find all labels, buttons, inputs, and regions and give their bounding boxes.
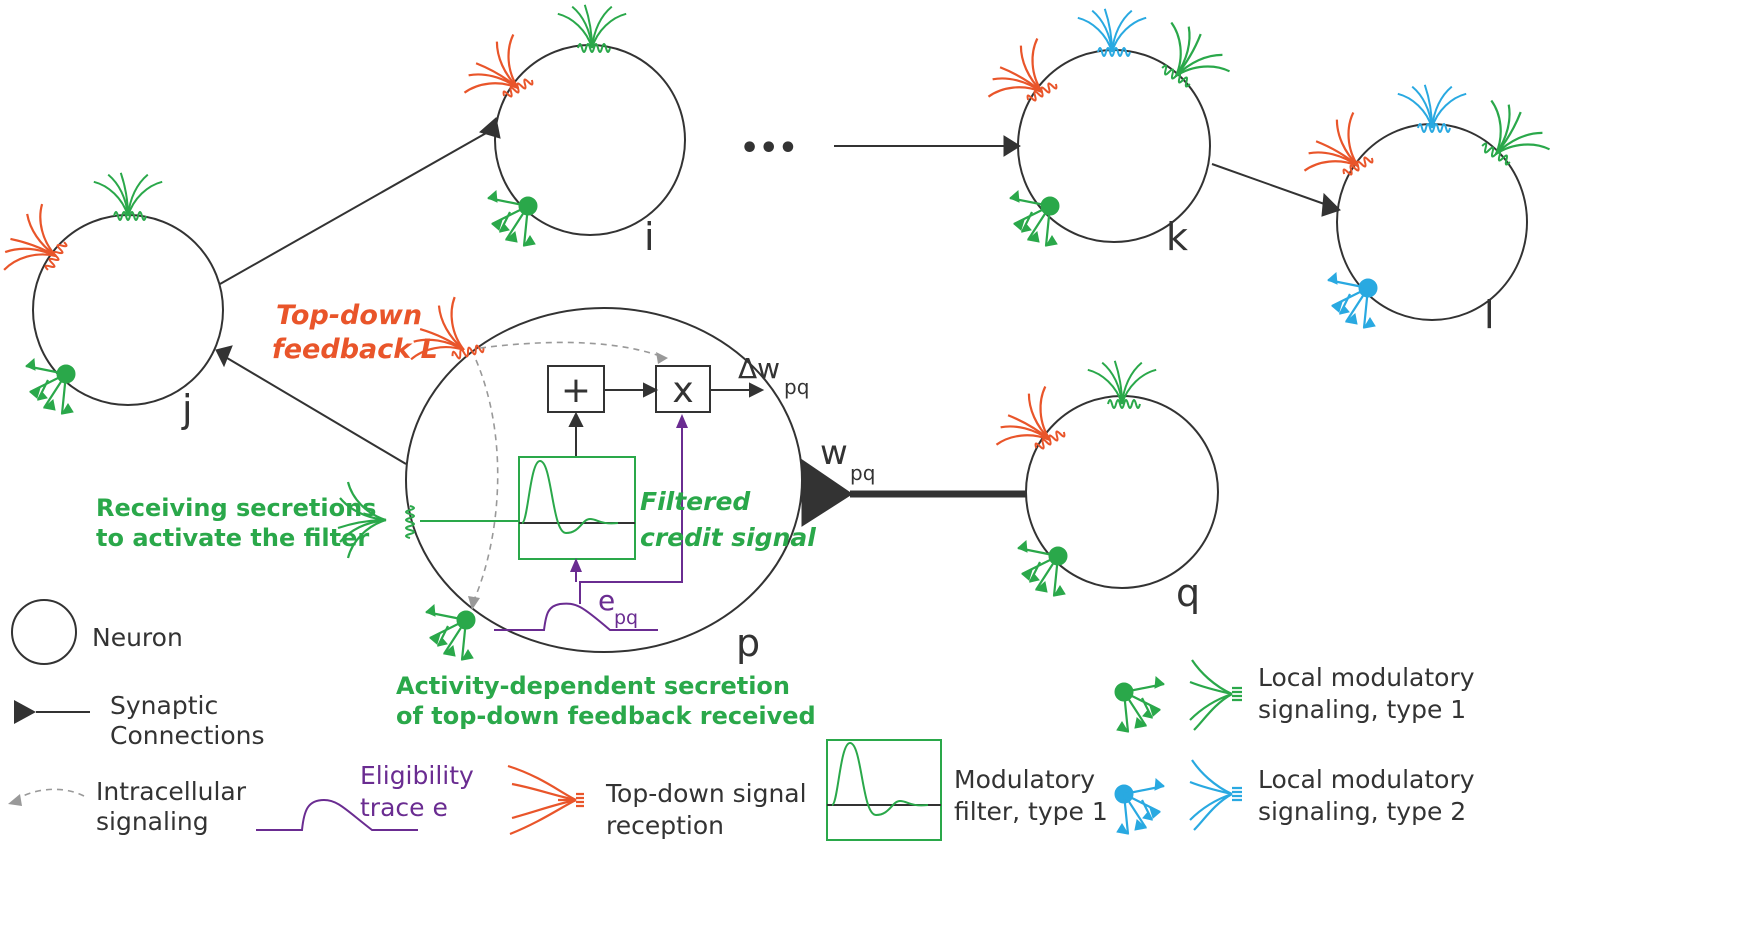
legend-neuron-icon <box>11 599 77 665</box>
product-box <box>655 365 711 413</box>
legend: Neuron Synaptic Connections Intracellula… <box>8 599 1475 841</box>
node-label-j: j <box>181 387 193 431</box>
legend-synaptic-label-line2: Connections <box>110 721 264 750</box>
legend-topdown-reception-icon <box>507 764 584 836</box>
sum-symbol: + <box>561 370 591 411</box>
node-label-i: i <box>644 215 655 259</box>
secretion-icon <box>24 357 77 416</box>
eligibility-arrowhead-icon <box>570 558 582 572</box>
modulatory-filter-box <box>518 456 636 560</box>
activity-secretion-label-line1: Activity-dependent secretion <box>396 672 790 700</box>
legend-topdown-label-line2: reception <box>606 811 724 840</box>
legend-synapse-icon <box>14 700 36 724</box>
legend-synaptic-label-line1: Synaptic <box>110 691 218 720</box>
eligibility-arrowhead-icon <box>676 414 688 428</box>
topdown-feedback-label-line2: feedback L <box>272 334 438 365</box>
node-label-q: q <box>1176 571 1200 615</box>
delta-w-subscript: pq <box>784 375 809 399</box>
secretion-icon <box>486 189 539 248</box>
w-pq-subscript: pq <box>850 461 875 485</box>
legend-intracellular-label-line1: Intracellular <box>96 777 247 806</box>
modulatory-receptor-icon-type2 <box>1076 7 1148 57</box>
dashed-arrowhead-icon <box>656 352 668 364</box>
legend-local2-label-line1: Local modulatory <box>1258 765 1475 794</box>
filtered-credit-label-line2: credit signal <box>640 523 816 552</box>
modulatory-receptor-icon <box>556 3 628 53</box>
legend-eligibility-label-line2: trace e <box>360 793 448 822</box>
filtered-credit-label-line1: Filtered <box>640 487 751 516</box>
legend-filter-label-line1: Modulatory <box>954 765 1095 794</box>
legend-intracellular-label-line2: signaling <box>96 807 209 836</box>
legend-secretion-type2-icon <box>1113 777 1166 836</box>
legend-neuron-label: Neuron <box>92 623 183 652</box>
modulatory-receptor-icon <box>1465 91 1558 180</box>
receiving-secretions-label-line1: Receiving secretions <box>96 494 376 522</box>
internal-arrows <box>568 382 765 456</box>
legend-intracellular-line <box>15 788 85 801</box>
delta-w-label: Δw <box>738 352 780 385</box>
modulatory-receptor-icon-type2 <box>1396 83 1468 133</box>
sum-box <box>547 365 605 413</box>
legend-local1-label-line2: signaling, type 1 <box>1258 695 1466 724</box>
synapse-dots-k <box>1003 135 1021 157</box>
topdown-receptor-icon <box>987 378 1076 471</box>
legend-local2-label-line2: signaling, type 2 <box>1258 797 1466 826</box>
topdown-receptor-icon <box>0 197 77 291</box>
secretion-icon <box>1016 539 1069 598</box>
legend-eligibility-trace-icon <box>256 798 418 831</box>
legend-filter-label-line2: filter, type 1 <box>954 797 1108 826</box>
legend-secretion-type1-icon <box>1113 675 1166 734</box>
connection-k-l <box>1211 163 1331 207</box>
synapse-k-l <box>1321 192 1341 217</box>
topdown-receptor-icon <box>1295 104 1384 197</box>
e-pq-subscript: pq <box>614 607 638 629</box>
dashed-arrowhead-icon <box>468 596 480 610</box>
topdown-receptor-icon <box>979 30 1068 123</box>
connections <box>215 117 1341 527</box>
e-pq-label: e <box>598 584 615 617</box>
connection-j-i <box>219 131 489 285</box>
modulatory-receptor-icon <box>1086 359 1158 409</box>
receiving-secretions-label-line2: to activate the filter <box>96 524 369 552</box>
node-label-p: p <box>736 621 760 665</box>
intracellular-signaling-arrows <box>473 341 661 601</box>
legend-receptor-type1-icon <box>1189 659 1242 731</box>
w-pq-label: w <box>820 433 848 473</box>
activity-secretion-label-line2: of top-down feedback received <box>396 702 816 730</box>
legend-local1-label-line1: Local modulatory <box>1258 663 1475 692</box>
synapse-p-j <box>215 345 233 368</box>
secretion-icon <box>424 603 477 662</box>
legend-receptor-type2-icon <box>1189 759 1242 831</box>
node-label-l: l <box>1484 293 1495 337</box>
legend-filter-box-icon <box>826 739 942 841</box>
legend-eligibility-label-line1: Eligibility <box>360 761 474 790</box>
node-label-k: k <box>1166 215 1188 259</box>
connection-p-j <box>221 354 407 465</box>
neuron-p <box>405 307 803 653</box>
modulatory-receptor-icon <box>92 171 164 221</box>
secretion-icon-type2 <box>1326 271 1379 330</box>
ellipsis-more-neurons: ••• <box>740 131 798 166</box>
legend-dashed-arrowhead-icon <box>8 794 22 806</box>
topdown-feedback-label-line1: Top-down <box>276 300 422 331</box>
legend-topdown-label-line1: Top-down signal <box>605 779 807 808</box>
product-symbol: x <box>672 370 693 411</box>
topdown-receptor-icon <box>455 26 544 119</box>
